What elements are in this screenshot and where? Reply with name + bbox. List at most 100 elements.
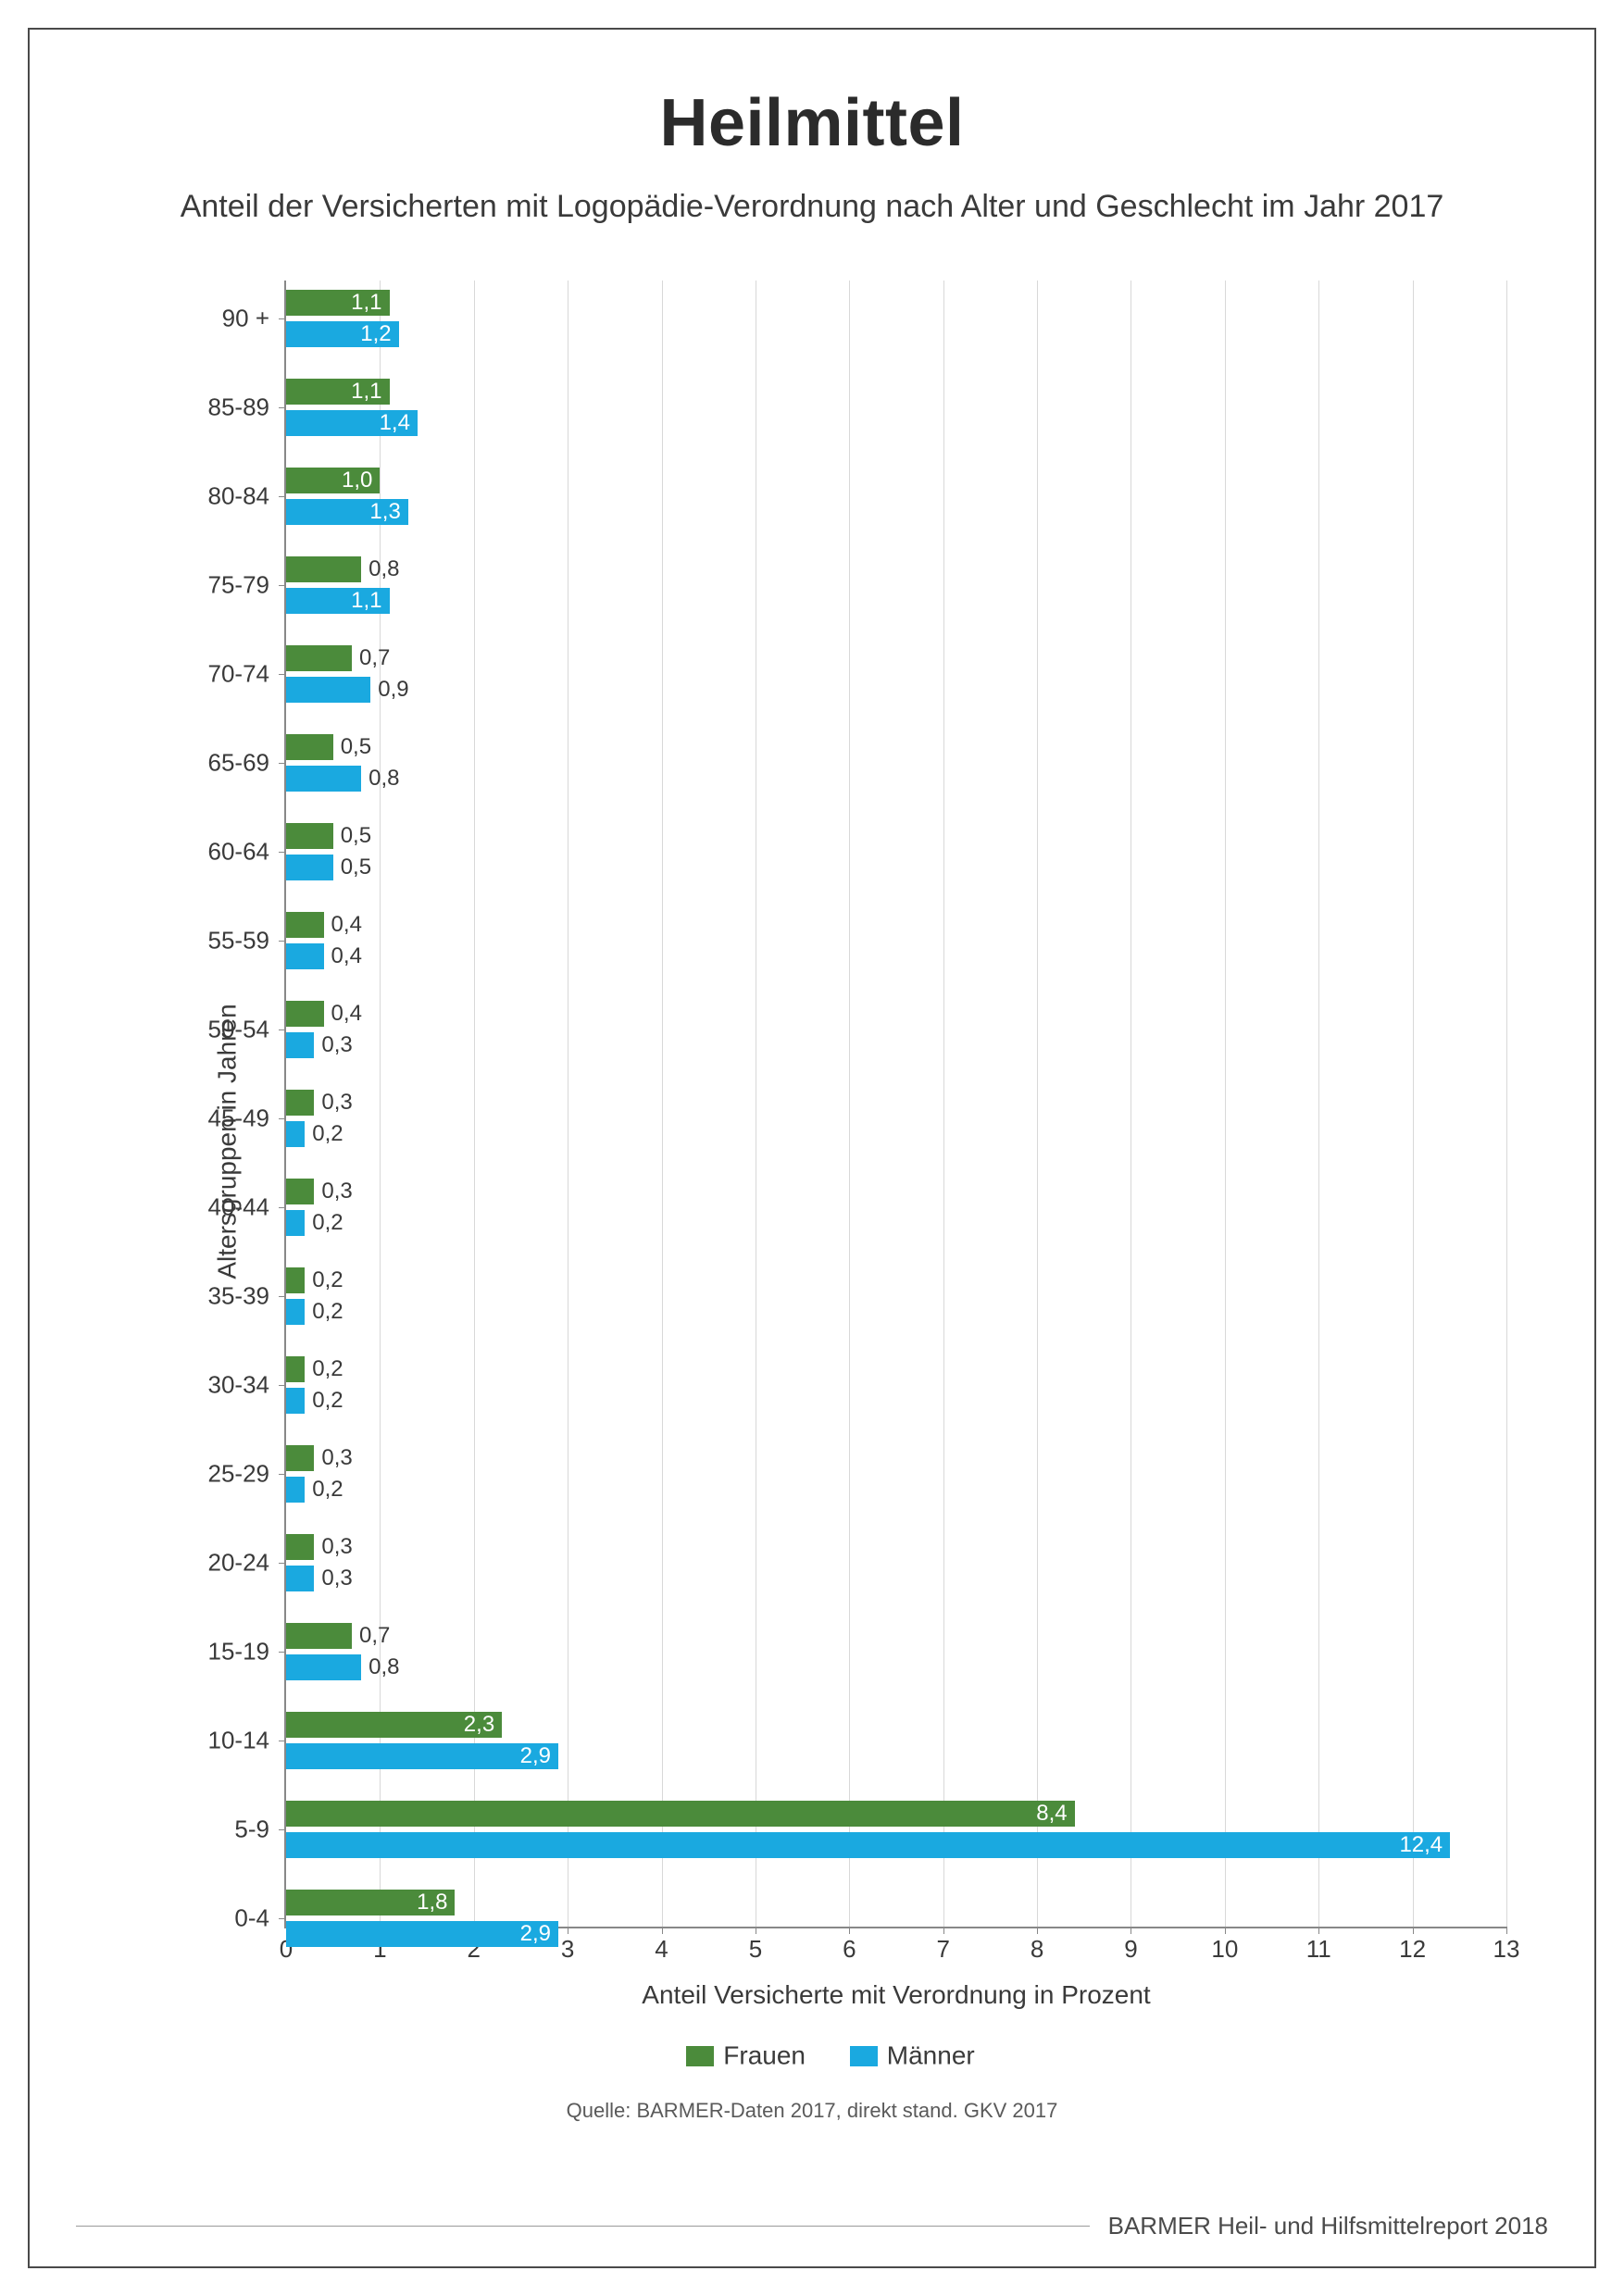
bar-value-label: 0,5: [341, 823, 371, 849]
bar-value-label: 0,3: [321, 1090, 352, 1116]
bar-frauen: 0,3: [286, 1534, 314, 1560]
bar-frauen: 0,5: [286, 734, 333, 760]
bar-frauen: 0,3: [286, 1179, 314, 1204]
legend-swatch-frauen: [686, 2046, 714, 2066]
gridline: [1506, 281, 1507, 1927]
bar-group: 30-340,20,2: [286, 1356, 1506, 1414]
bar-group: 85-891,11,4: [286, 379, 1506, 436]
bar-maenner: 1,2: [286, 321, 399, 347]
bar-group: 45-490,30,2: [286, 1090, 1506, 1147]
bar-value-label: 0,2: [312, 1267, 343, 1293]
bar-value-label: 0,3: [321, 1032, 352, 1058]
bar-value-label: 0,7: [359, 645, 390, 671]
y-axis-title: Altersgruppen in Jahren: [213, 1004, 243, 1279]
category-label: 40-44: [208, 1193, 287, 1222]
bar-frauen: 0,4: [286, 1001, 324, 1027]
bar-maenner: 0,8: [286, 766, 361, 792]
bar-group: 55-590,40,4: [286, 912, 1506, 969]
bar-value-label: 0,7: [359, 1623, 390, 1649]
legend-label-maenner: Männer: [887, 2041, 975, 2070]
legend-label-frauen: Frauen: [723, 2041, 806, 2070]
bar-value-label: 0,2: [312, 1210, 343, 1236]
bar-value-label: 1,4: [380, 410, 410, 436]
bar-value-label: 1,1: [351, 588, 381, 614]
bar-value-label: 1,2: [360, 321, 391, 347]
bar-value-label: 0,5: [341, 855, 371, 880]
bar-maenner: 0,2: [286, 1477, 305, 1503]
category-label: 80-84: [208, 482, 287, 511]
bar-group: 75-790,81,1: [286, 556, 1506, 614]
category-label: 0-4: [234, 1904, 286, 1933]
bar-maenner: 0,4: [286, 943, 324, 969]
x-tick-mark: [1506, 1927, 1507, 1934]
bar-group: 40-440,30,2: [286, 1179, 1506, 1236]
bar-value-label: 0,2: [312, 1299, 343, 1325]
bar-maenner: 0,2: [286, 1210, 305, 1236]
page-title: Heilmittel: [76, 85, 1548, 161]
bar-value-label: 8,4: [1036, 1801, 1067, 1827]
bar-maenner: 1,4: [286, 410, 418, 436]
bar-value-label: 0,3: [321, 1534, 352, 1560]
bar-value-label: 0,4: [331, 943, 362, 969]
bar-value-label: 2,3: [464, 1712, 494, 1738]
category-label: 25-29: [208, 1460, 287, 1489]
bar-frauen: 0,8: [286, 556, 361, 582]
bar-frauen: 2,3: [286, 1712, 502, 1738]
bar-maenner: 0,2: [286, 1121, 305, 1147]
bar-value-label: 0,4: [331, 912, 362, 938]
bar-value-label: 0,4: [331, 1001, 362, 1027]
bar-group: 10-142,32,9: [286, 1712, 1506, 1769]
bar-value-label: 0,8: [369, 556, 399, 582]
bar-maenner: 0,8: [286, 1654, 361, 1680]
bar-value-label: 0,8: [369, 766, 399, 792]
bar-frauen: 1,1: [286, 379, 390, 405]
bar-group: 20-240,30,3: [286, 1534, 1506, 1591]
legend-swatch-maenner: [850, 2046, 878, 2066]
bar-group: 65-690,50,8: [286, 734, 1506, 792]
bar-value-label: 0,5: [341, 734, 371, 760]
chart-legend: Frauen Männer: [76, 2040, 1548, 2071]
page-footer: BARMER Heil- und Hilfsmittelreport 2018: [76, 2212, 1548, 2240]
bar-maenner: 0,5: [286, 855, 333, 880]
bar-maenner: 0,3: [286, 1032, 314, 1058]
category-label: 70-74: [208, 660, 287, 689]
category-label: 90 +: [222, 305, 286, 333]
category-label: 50-54: [208, 1016, 287, 1044]
bar-frauen: 1,0: [286, 468, 380, 493]
bar-value-label: 1,8: [417, 1890, 447, 1915]
bar-frauen: 0,7: [286, 1623, 352, 1649]
bar-value-label: 1,1: [351, 379, 381, 405]
bar-frauen: 0,3: [286, 1090, 314, 1116]
bar-frauen: 1,1: [286, 290, 390, 316]
bar-value-label: 0,2: [312, 1388, 343, 1414]
bar-group: 25-290,30,2: [286, 1445, 1506, 1503]
bar-value-label: 1,1: [351, 290, 381, 316]
bar-value-label: 0,3: [321, 1179, 352, 1204]
bar-maenner: 0,2: [286, 1388, 305, 1414]
page-subtitle: Anteil der Versicherten mit Logopädie-Ve…: [76, 189, 1548, 225]
bar-value-label: 2,9: [520, 1743, 551, 1769]
bar-value-label: 1,0: [342, 468, 372, 493]
bar-frauen: 0,5: [286, 823, 333, 849]
category-label: 60-64: [208, 838, 287, 867]
bar-group: 5-98,412,4: [286, 1801, 1506, 1858]
bar-value-label: 0,3: [321, 1445, 352, 1471]
bar-value-label: 0,2: [312, 1121, 343, 1147]
category-label: 10-14: [208, 1727, 287, 1755]
bar-value-label: 1,3: [369, 499, 400, 525]
bar-value-label: 12,4: [1399, 1832, 1443, 1858]
footer-text: BARMER Heil- und Hilfsmittelreport 2018: [1108, 2212, 1548, 2240]
bar-maenner: 0,3: [286, 1566, 314, 1591]
bar-maenner: 2,9: [286, 1921, 558, 1947]
category-label: 55-59: [208, 927, 287, 955]
bar-value-label: 0,9: [378, 677, 408, 703]
bar-group: 0-41,82,9: [286, 1890, 1506, 1947]
bar-frauen: 0,4: [286, 912, 324, 938]
bar-group: 15-190,70,8: [286, 1623, 1506, 1680]
bar-maenner: 1,3: [286, 499, 408, 525]
category-label: 45-49: [208, 1104, 287, 1133]
bar-value-label: 0,2: [312, 1356, 343, 1382]
report-frame: Heilmittel Anteil der Versicherten mit L…: [28, 28, 1596, 2268]
chart-container: Altersgruppen in Jahren Anteil Versicher…: [90, 271, 1534, 2012]
bar-frauen: 0,2: [286, 1356, 305, 1382]
